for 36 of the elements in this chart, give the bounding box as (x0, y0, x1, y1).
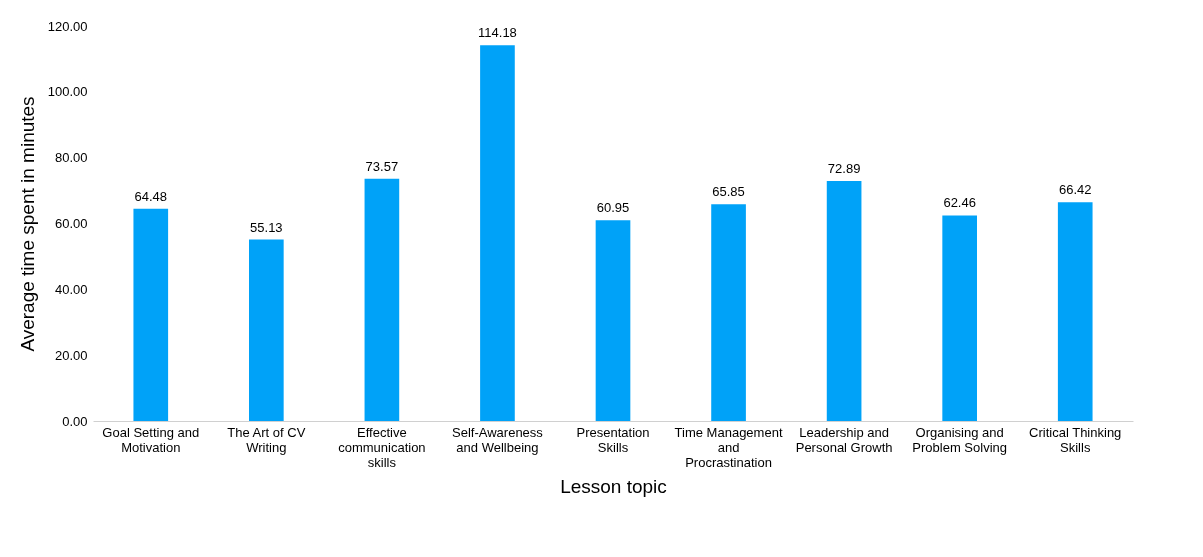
y-tick-label: 60.00 (54, 216, 88, 231)
x-tick-label: Leadership and Personal Growth (795, 424, 893, 455)
data-label: 65.85 (712, 184, 745, 200)
x-tick-label: The Art of CV Writing (227, 424, 306, 455)
x-tick-label: Self-Awareness and Wellbeing (452, 424, 544, 455)
data-label: 60.95 (596, 200, 630, 216)
bar (711, 204, 746, 421)
x-tick-label: Effective communication skills (338, 424, 426, 470)
bar (480, 45, 515, 421)
data-label: 66.42 (1058, 182, 1092, 198)
data-label: 72.89 (827, 161, 861, 177)
bar (249, 239, 284, 421)
bar (364, 178, 400, 421)
x-tick-label: Organising and Problem Solving (912, 424, 1007, 455)
data-label: 64.48 (134, 188, 168, 204)
data-label: 55.13 (250, 219, 283, 235)
x-tick-label: Time Management and Procrastination (674, 424, 783, 470)
y-tick-label: 0.00 (62, 413, 88, 429)
x-tick-label: Critical Thinking Skills (1029, 424, 1122, 455)
y-tick-label: 80.00 (54, 150, 88, 166)
bar (1057, 202, 1093, 421)
bar (595, 220, 631, 421)
bar (133, 208, 169, 421)
y-tick-label: 40.00 (54, 281, 88, 297)
y-tick-label: 100.00 (47, 84, 88, 100)
bar (826, 181, 862, 421)
y-tick-label: 20.00 (54, 347, 88, 363)
x-tick-label: Goal Setting and Motivation (102, 424, 200, 455)
data-label: 114.18 (478, 25, 517, 41)
data-label: 73.57 (365, 158, 399, 174)
x-axis-title: Lesson topic (560, 475, 667, 497)
bar (942, 215, 977, 421)
y-axis-title: Average time spent in minutes (16, 96, 38, 352)
x-tick-label: Presentation Skills (576, 424, 650, 455)
data-label: 62.46 (943, 195, 976, 211)
y-tick-label: 120.00 (47, 18, 88, 34)
